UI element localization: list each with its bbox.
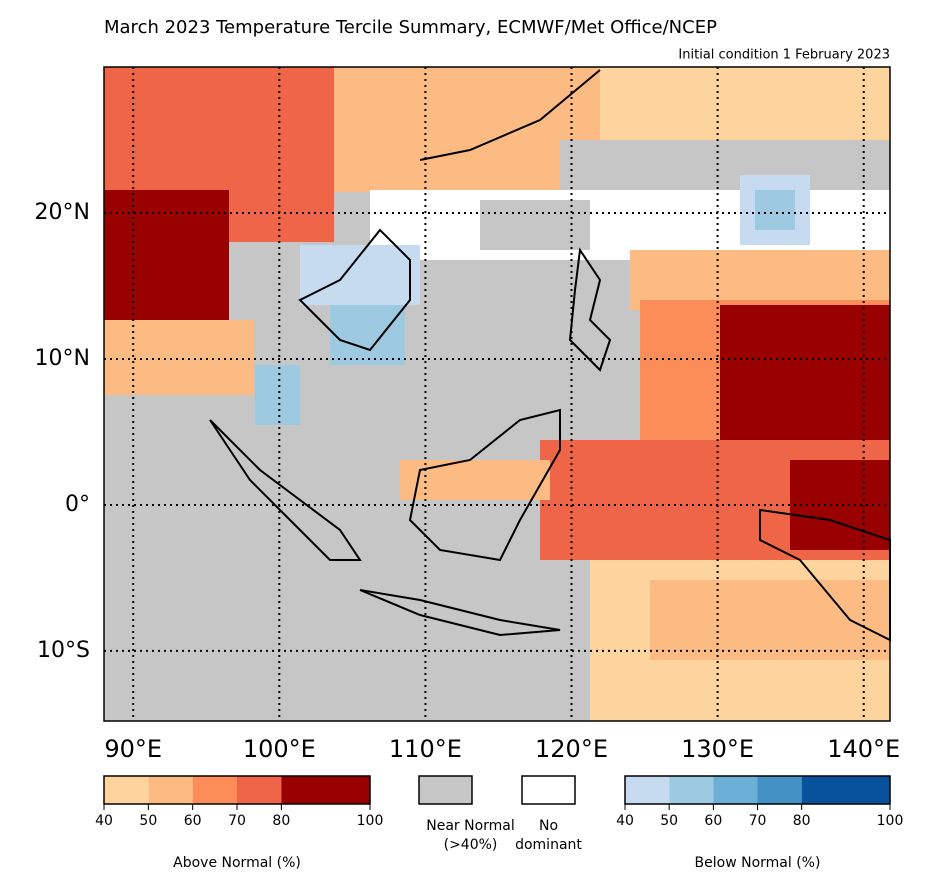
lon-label: 130°E	[681, 735, 754, 763]
lon-label: 140°E	[827, 735, 900, 763]
lon-label: 110°E	[389, 735, 462, 763]
legend-label: Near Normal	[426, 818, 515, 834]
map-field	[104, 67, 890, 721]
coastline	[359, 589, 561, 637]
lat-label: 10°S	[37, 638, 90, 663]
below-field	[330, 305, 405, 365]
below-field	[755, 190, 795, 230]
above-field	[104, 320, 254, 395]
colorbar-tick-label: 100	[877, 813, 904, 829]
above-field	[790, 460, 890, 550]
colorbar-tick-label: 40	[616, 813, 634, 829]
above-field	[720, 305, 890, 455]
colorbar-tick-label: 70	[228, 813, 246, 829]
colorbar-tick-label: 80	[793, 813, 811, 829]
coastline	[298, 228, 411, 352]
colorbar-bin	[713, 776, 758, 804]
legend-label: (>40%)	[444, 837, 498, 853]
colorbar-bin	[669, 776, 714, 804]
subtitle: Initial condition 1 February 2023	[678, 48, 890, 63]
colorbar-bin	[281, 776, 370, 804]
no-dominant-field	[370, 190, 890, 260]
legend-swatch	[418, 775, 473, 805]
colorbar-bin	[625, 776, 670, 804]
colorbar-bin	[192, 776, 237, 804]
coastline	[209, 419, 362, 561]
colorbar-bin	[104, 776, 149, 804]
lat-label: 10°N	[35, 346, 90, 371]
lat-label: 0°	[65, 492, 90, 517]
colorbar-bin	[801, 776, 890, 804]
above-field	[104, 190, 229, 320]
colorbar-tick-label: 100	[357, 813, 384, 829]
coastline	[568, 247, 612, 372]
lat-label: 20°N	[35, 200, 90, 225]
colorbar-tick-label: 50	[139, 813, 157, 829]
map-frame	[103, 66, 891, 722]
colorbar-label: Above Normal (%)	[173, 855, 301, 871]
colorbar-tick-label: 60	[184, 813, 202, 829]
colorbar-tick-label: 60	[704, 813, 722, 829]
lon-label: 120°E	[535, 735, 608, 763]
legend-label: dominant	[515, 837, 582, 853]
colorbar-tick-label: 80	[272, 813, 290, 829]
title: March 2023 Temperature Tercile Summary, …	[104, 17, 717, 38]
above-field	[400, 460, 550, 500]
colorbar-label: Below Normal (%)	[695, 855, 821, 871]
below-field	[255, 365, 300, 425]
colorbar-tick-label: 40	[95, 813, 113, 829]
colorbar-bin	[148, 776, 193, 804]
coastline	[419, 69, 601, 161]
lon-label: 100°E	[243, 735, 316, 763]
colorbar-bin	[237, 776, 282, 804]
graticule	[104, 67, 890, 721]
above-field	[650, 580, 890, 660]
legend-swatch	[521, 775, 576, 805]
colorbar-tick-label: 50	[660, 813, 678, 829]
legend-label: No	[539, 818, 558, 834]
colorbar-bin	[757, 776, 802, 804]
near-normal-field	[560, 140, 890, 190]
legend: 40 50 60 70 80 100 Above Normal (%) 40 50 60 70 80 1…	[95, 775, 904, 871]
colorbar-tick-label: 70	[749, 813, 767, 829]
lon-label: 90°E	[104, 735, 162, 763]
near-normal-field	[480, 200, 590, 250]
coastline	[759, 508, 891, 642]
